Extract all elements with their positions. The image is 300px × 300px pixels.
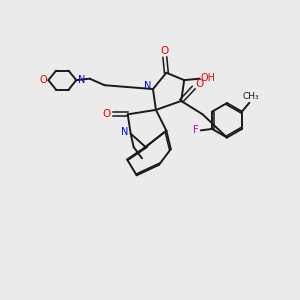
Text: O: O [39, 75, 47, 85]
Text: N: N [144, 81, 151, 91]
Text: O: O [195, 79, 203, 89]
Text: N: N [78, 75, 85, 85]
Text: N: N [121, 127, 128, 137]
Text: O: O [161, 46, 169, 56]
Text: O: O [103, 109, 111, 119]
Text: F: F [193, 125, 198, 135]
Text: OH: OH [200, 73, 215, 83]
Text: CH₃: CH₃ [242, 92, 259, 101]
